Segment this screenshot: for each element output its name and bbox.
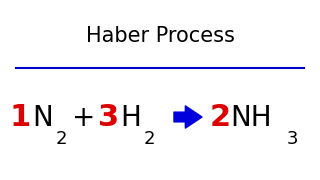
Text: 3: 3 <box>286 130 298 148</box>
Text: 3: 3 <box>98 103 119 132</box>
Text: N: N <box>32 104 53 132</box>
FancyArrowPatch shape <box>174 106 202 128</box>
Text: Haber Process: Haber Process <box>85 26 235 46</box>
Text: 2: 2 <box>144 130 156 148</box>
Text: 1: 1 <box>10 103 31 132</box>
Text: +: + <box>72 104 95 132</box>
Text: 2: 2 <box>210 103 231 132</box>
Text: 2: 2 <box>56 130 68 148</box>
Text: H: H <box>120 104 141 132</box>
Text: NH: NH <box>230 104 272 132</box>
